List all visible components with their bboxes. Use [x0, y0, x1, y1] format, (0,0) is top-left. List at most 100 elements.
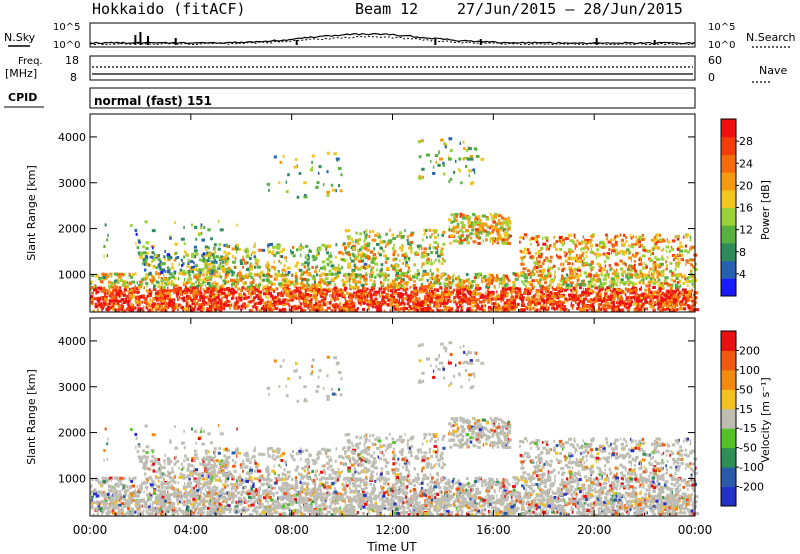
power-cell: [512, 307, 516, 311]
power-cell: [208, 258, 211, 262]
power-cell: [121, 303, 123, 307]
power-cell: [545, 238, 549, 242]
power-cell: [318, 274, 323, 278]
power-cell: [174, 288, 179, 292]
power-cell: [381, 296, 384, 300]
power-cell: [142, 262, 144, 266]
power-cell: [110, 274, 113, 278]
power-cell: [205, 295, 207, 299]
noise-traces: [89, 32, 696, 46]
power-cell: [446, 305, 450, 309]
power-cell: [109, 285, 114, 289]
power-cell: [297, 306, 300, 310]
power-cell: [471, 296, 475, 300]
power-cell: [326, 306, 331, 310]
power-cell: [254, 285, 257, 289]
power-cell: [430, 284, 435, 288]
power-cell: [694, 291, 699, 295]
power-cell: [549, 291, 553, 295]
power-cell: [253, 302, 257, 306]
power-cell: [518, 291, 521, 295]
power-cell: [139, 300, 143, 304]
power-cell: [336, 270, 341, 274]
power-cell: [166, 254, 171, 258]
power-cell: [692, 265, 696, 269]
power-cell: [651, 276, 655, 280]
power-cell: [481, 276, 485, 280]
power-cell: [218, 306, 220, 310]
power-cell: [426, 272, 430, 276]
power-cell: [172, 299, 174, 303]
power-cell: [225, 243, 228, 247]
power-cell: [342, 289, 345, 293]
power-cell: [374, 297, 378, 301]
power-cell: [550, 296, 554, 300]
power-cell: [385, 257, 390, 261]
power-cell: [421, 285, 426, 289]
power-cell: [179, 296, 181, 300]
power-cell: [628, 264, 633, 268]
power-cell: [170, 280, 173, 284]
power-cell: [255, 288, 258, 292]
power-cell: [680, 290, 683, 294]
power-cell: [122, 281, 125, 285]
power-cell: [649, 259, 653, 263]
noise-right-tick-low: 10^0: [708, 40, 735, 51]
power-cell: [457, 300, 461, 304]
power-cell: [590, 284, 594, 288]
power-cell: [472, 289, 477, 293]
power-cell: [291, 296, 295, 300]
power-cell: [674, 286, 677, 290]
power-cell: [204, 279, 207, 283]
power-cell: [150, 308, 154, 312]
power-cell: [545, 303, 548, 307]
power-cell: [633, 263, 636, 267]
power-cell: [684, 301, 686, 305]
power-cell: [475, 231, 478, 235]
power-cell: [400, 234, 405, 238]
power-cell: [613, 270, 617, 274]
power-cell: [347, 299, 350, 303]
power-cell: [508, 307, 512, 311]
power-cell: [630, 245, 635, 249]
power-cell: [608, 275, 610, 279]
power-cell: [604, 264, 607, 268]
power-cell: [105, 307, 109, 311]
power-cell: [489, 237, 494, 241]
power-cell: [361, 307, 366, 311]
power-cell: [568, 293, 573, 297]
power-cell: [417, 246, 420, 250]
power-cell: [493, 218, 496, 222]
power-cell: [308, 248, 311, 252]
power-cell: [447, 155, 450, 159]
power-cell: [385, 286, 389, 290]
power-cell: [191, 255, 194, 259]
power-cell: [214, 274, 217, 278]
power-cell: [685, 263, 687, 267]
power-cell: [625, 248, 630, 252]
power-cell: [273, 300, 277, 304]
power-cell: [272, 282, 276, 286]
power-cell: [552, 278, 555, 282]
power-cell: [186, 264, 190, 268]
power-cell: [264, 274, 267, 278]
power-cell: [658, 305, 660, 309]
power-cell: [131, 287, 136, 291]
power-cell: [423, 289, 426, 293]
power-cell: [656, 289, 661, 293]
power-cell: [652, 285, 656, 289]
power-cell: [619, 249, 624, 253]
power-cell: [426, 279, 429, 283]
power-cell: [405, 283, 408, 287]
power-cell: [516, 272, 519, 276]
power-cell: [117, 301, 120, 305]
power-cell: [100, 280, 104, 284]
power-cell: [280, 261, 282, 265]
power-cell: [476, 230, 479, 234]
power-cell: [386, 266, 390, 270]
power-cell: [286, 299, 291, 303]
power-cell: [166, 281, 171, 285]
power-cell: [204, 245, 209, 249]
power-cell: [474, 218, 476, 222]
